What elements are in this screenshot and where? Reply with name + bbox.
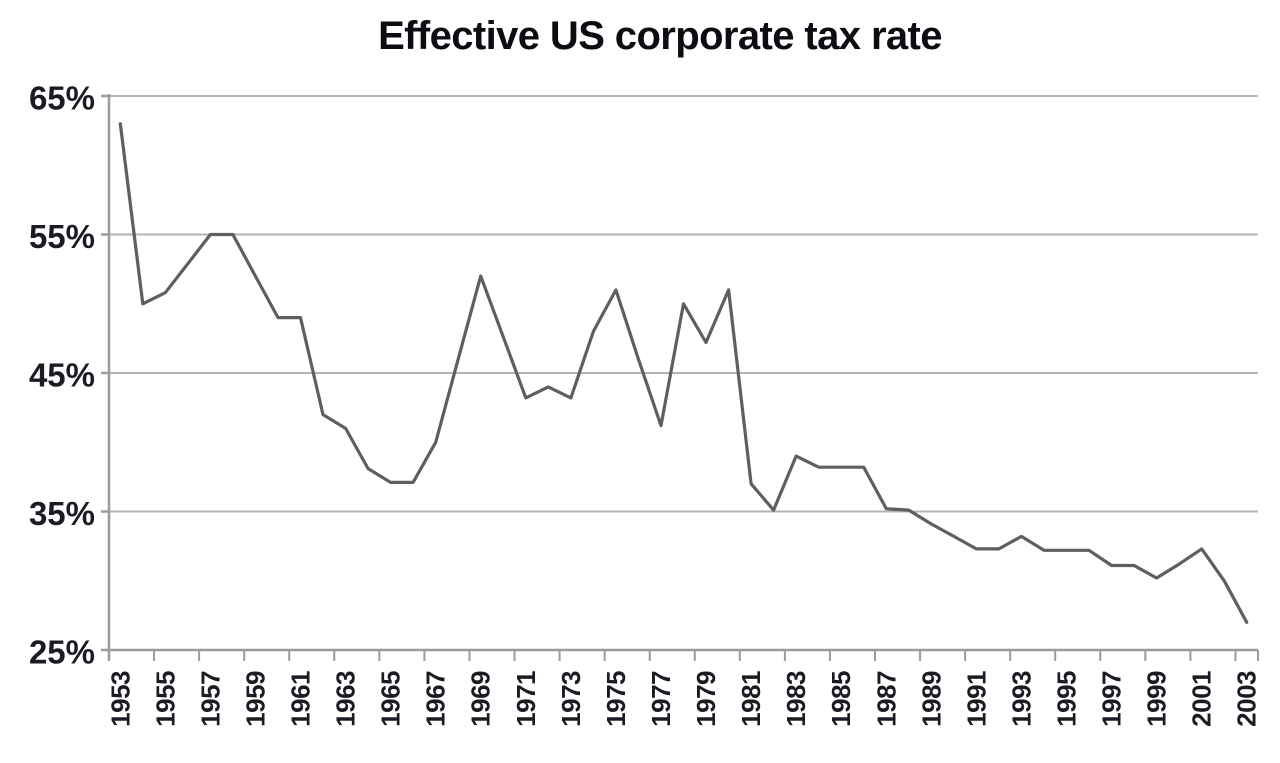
x-axis-label: 1971 <box>511 671 541 727</box>
x-axis-label: 1959 <box>240 671 270 727</box>
y-axis-label: 45% <box>29 357 95 394</box>
x-axis-label: 1955 <box>150 671 180 727</box>
x-axis-label: 2001 <box>1187 671 1217 727</box>
x-axis-label: 1979 <box>691 671 721 727</box>
x-axis-label: 1983 <box>781 671 811 727</box>
x-axis-label: 1953 <box>105 671 135 727</box>
tax-rate-series-line <box>118 122 1249 624</box>
x-axis-label: 1991 <box>961 671 991 727</box>
x-axis-label: 1981 <box>736 671 766 727</box>
x-axis-label: 1957 <box>195 671 225 727</box>
x-axis-label: 1997 <box>1097 671 1127 727</box>
x-axis-label: 1995 <box>1052 671 1082 727</box>
x-axis-label: 1961 <box>286 671 316 727</box>
x-axis-label: 1989 <box>916 671 946 727</box>
x-axis-label: 1985 <box>826 671 856 727</box>
x-axis-label: 1993 <box>1006 671 1036 727</box>
x-axis-label: 1977 <box>646 671 676 727</box>
x-axis-label: 1999 <box>1142 671 1172 727</box>
chart-title: Effective US corporate tax rate <box>378 14 942 58</box>
x-axis-label: 1965 <box>376 671 406 727</box>
x-axis-label: 1975 <box>601 671 631 727</box>
x-axis-label: 1969 <box>466 671 496 727</box>
x-axis-label: 1967 <box>421 671 451 727</box>
y-axis-label: 55% <box>29 218 95 255</box>
x-axis-label: 1963 <box>331 671 361 727</box>
x-axis-label: 1973 <box>556 671 586 727</box>
x-axis-label: 2003 <box>1232 671 1262 727</box>
y-axis-label: 65% <box>29 80 95 117</box>
x-axis-label: 1987 <box>871 671 901 727</box>
y-axis-label: 25% <box>29 634 95 671</box>
y-axis-label: 35% <box>29 495 95 532</box>
